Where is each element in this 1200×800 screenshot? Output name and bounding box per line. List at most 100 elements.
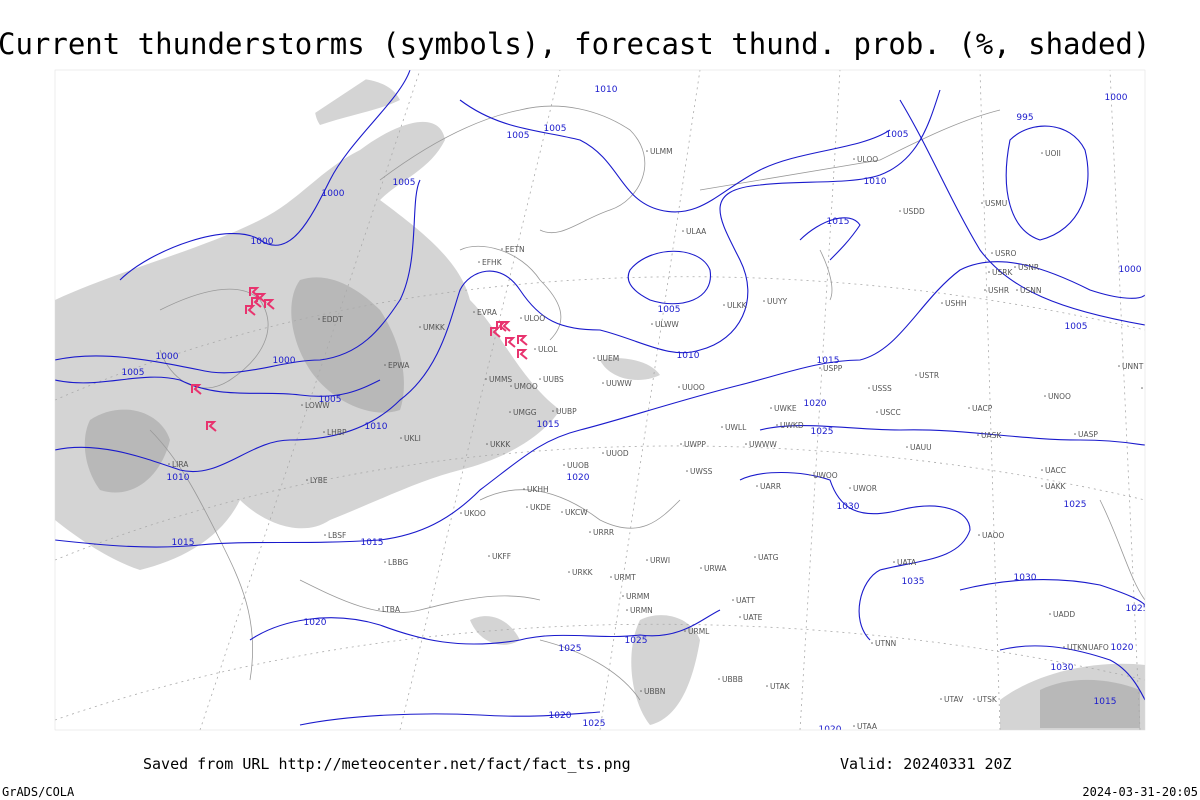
station-dot [626, 609, 628, 611]
station-label: UKLI [404, 434, 421, 443]
station-dot [473, 311, 475, 313]
map-frame [54, 69, 1146, 731]
station-label: ULOO [524, 314, 545, 323]
isobar-label: 1025 [1064, 500, 1087, 510]
station-label: LBBG [388, 558, 408, 567]
station-label: UAKK [1045, 482, 1067, 491]
station-label: UNNT [1122, 362, 1144, 371]
isobar-label: 1005 [658, 305, 681, 315]
isobar-label: 1010 [167, 473, 190, 483]
station-dot [301, 404, 303, 406]
station-dot [988, 271, 990, 273]
station-label: UWKE [774, 404, 797, 413]
station-dot [977, 434, 979, 436]
station-dot [168, 463, 170, 465]
station-dot [324, 534, 326, 536]
station-label: UWLL [725, 423, 747, 432]
station-dot [868, 387, 870, 389]
isobar-label: 1000 [1105, 93, 1128, 103]
isobar-labels: 1010 1005 1005 1005 1000 1000 1000 1005 1000 1005… [122, 85, 1149, 730]
station-label: UMKK [423, 323, 446, 332]
isobar-label: 1025 [1126, 604, 1149, 614]
station-dot [1084, 646, 1086, 648]
station-dot [1074, 433, 1076, 435]
station-dot [968, 407, 970, 409]
station-dot [991, 252, 993, 254]
station-dot [915, 374, 917, 376]
station-label: URRR [593, 528, 614, 537]
station-dot [478, 261, 480, 263]
title: Current thunderstorms (symbols), forecas… [0, 27, 1150, 61]
station-dot [1041, 152, 1043, 154]
isobar-label: 1000 [273, 356, 296, 366]
station-label: UWWW [749, 440, 777, 449]
station-label: USPP [823, 364, 843, 373]
station-dot [819, 367, 821, 369]
station-dot [610, 576, 612, 578]
isobar-label: 1015 [1094, 697, 1117, 707]
station-dot [384, 561, 386, 563]
station-dot [941, 302, 943, 304]
station-label: UATA [897, 558, 917, 567]
station-label: UUYY [767, 297, 788, 306]
station-dot [323, 431, 325, 433]
station-label: EETN [505, 245, 525, 254]
isobar-label: 1035 [902, 577, 925, 587]
thunderstorm-symbol [249, 287, 260, 298]
station-label: URWA [704, 564, 727, 573]
station-dot [640, 690, 642, 692]
station-dot [568, 571, 570, 573]
isobar-label: 1010 [864, 177, 887, 187]
station-label: UTAK [770, 682, 791, 691]
station-label: USCC [880, 408, 901, 417]
station-label: USSS [872, 384, 892, 393]
station-label: LOWW [305, 401, 330, 410]
station-label: URWI [650, 556, 670, 565]
station-dot [1118, 365, 1120, 367]
isobar-label: 1005 [544, 124, 567, 134]
station-label: UACP [972, 404, 993, 413]
station-label: USMU [985, 199, 1007, 208]
station-dot [486, 443, 488, 445]
station-dot [460, 512, 462, 514]
station-dot [723, 304, 725, 306]
station-dot [510, 385, 512, 387]
station-dot [745, 443, 747, 445]
station-dot [306, 479, 308, 481]
isobars [55, 70, 1145, 726]
isobar-label: 1010 [595, 85, 618, 95]
station-dot [651, 323, 653, 325]
isobar-label: 995 [1016, 113, 1033, 123]
isobar-label: 1030 [1051, 663, 1074, 673]
station-label: EFHK [482, 258, 503, 267]
station-dot [984, 289, 986, 291]
station-dot [318, 318, 320, 320]
station-dot [419, 326, 421, 328]
station-label: UKCW [565, 508, 588, 517]
isobar-label: 1020 [567, 473, 590, 483]
station-label: UUWW [606, 379, 632, 388]
isobar-label: 1020 [804, 399, 827, 409]
station-label: UKFF [492, 552, 511, 561]
isobar-label: 1025 [559, 644, 582, 654]
station-dot [602, 382, 604, 384]
station-dot [602, 452, 604, 454]
station-label: EPWA [388, 361, 410, 370]
station-label: USTR [919, 371, 939, 380]
station-dot [763, 300, 765, 302]
station-label: UBBB [722, 675, 743, 684]
station-dot [1041, 469, 1043, 471]
valid-time: Valid: 20240331 20Z [840, 755, 1012, 773]
isobar-label: 1020 [1111, 643, 1134, 653]
station-label: UMGG [513, 408, 537, 417]
station-label: UACC [1045, 466, 1066, 475]
station-dot [871, 642, 873, 644]
station-label: LIRA [172, 460, 189, 469]
station-dot [684, 630, 686, 632]
station-label: UKKK [490, 440, 511, 449]
thunderstorm-symbol [517, 349, 528, 360]
timestamp: 2024-03-31-20:05 [1082, 785, 1198, 799]
station-label: EDDT [322, 315, 343, 324]
